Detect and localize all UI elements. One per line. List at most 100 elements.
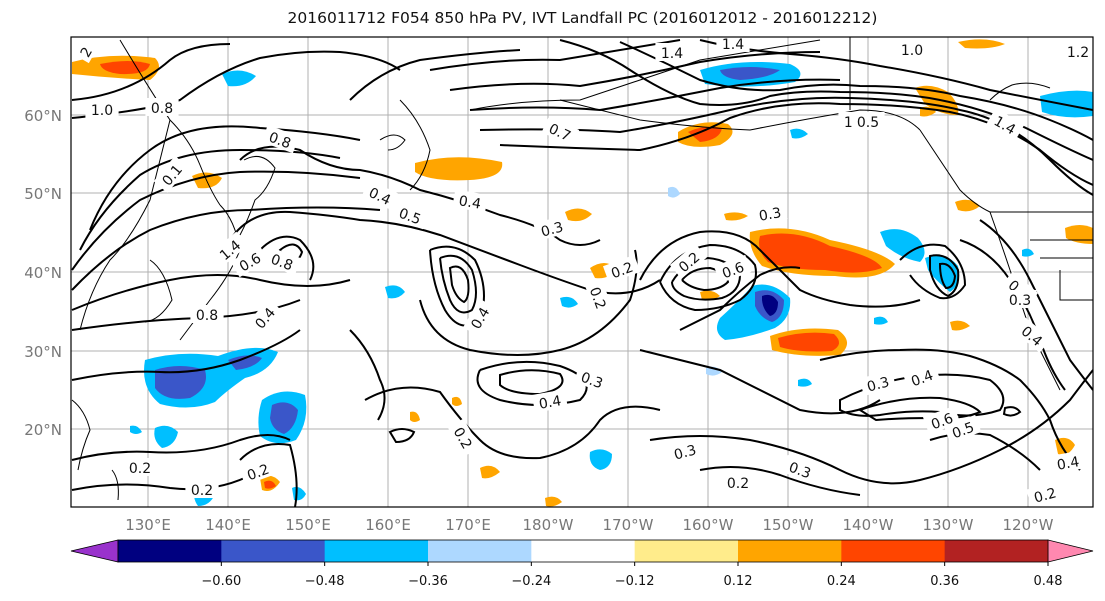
colorbar-tick-label: −0.24 (511, 574, 551, 589)
lon-label: 140°W (843, 516, 894, 534)
contour-label: 0.6 (713, 254, 752, 284)
svg-text:1.4: 1.4 (661, 46, 683, 62)
contour-label: 0.5 (391, 200, 430, 230)
colorbar-tick-label: 0.12 (724, 574, 753, 589)
lon-label: 130°E (125, 516, 171, 534)
contour-label: 0.2 (238, 456, 277, 486)
colorbar-segment (221, 540, 326, 562)
svg-text:0.2: 0.2 (1032, 485, 1058, 506)
colorbar: −0.60 −0.48 −0.36 −0.24 −0.12 0.12 0.24 0.36 0.4… (70, 539, 1094, 589)
svg-text:0.3: 0.3 (1009, 293, 1031, 309)
contour-label: 0.4 (452, 189, 489, 213)
contour-label: 1.2 (1061, 42, 1093, 61)
svg-text:0.2: 0.2 (609, 260, 635, 283)
svg-text:0.4: 0.4 (1056, 454, 1081, 474)
pv-contours (71, 39, 1093, 507)
contour-label: 1.4 (655, 43, 689, 62)
contour-label: 2 (73, 39, 98, 64)
colorbar-segment (634, 540, 739, 562)
contour-label: 0.4 (1049, 450, 1086, 474)
svg-text:1.0: 1.0 (91, 103, 113, 119)
contour-label: 1.0 (85, 100, 119, 119)
map-frame (70, 36, 1094, 508)
lon-label: 130°W (923, 516, 974, 534)
contour-label: 0.2 (123, 458, 157, 477)
lon-label: 120°W (1003, 516, 1054, 534)
latitude-labels: 60°N 50°N 40°N 30°N 20°N (24, 107, 62, 439)
svg-text:0.8: 0.8 (151, 101, 173, 117)
contour-label: 0.2 (1026, 481, 1064, 507)
svg-text:0.8: 0.8 (196, 308, 218, 324)
colorbar-tick-label: 0.48 (1034, 574, 1063, 589)
contour-label: 0.3 (533, 215, 571, 242)
contour-label: 0.4 (531, 389, 568, 413)
svg-text:0.5: 0.5 (857, 115, 879, 131)
lat-label: 60°N (24, 107, 62, 125)
contour-label: 0.2 (584, 278, 614, 317)
svg-text:1.4: 1.4 (722, 37, 744, 53)
svg-text:0.3: 0.3 (758, 205, 783, 225)
lon-label: 180°W (523, 516, 574, 534)
svg-text:0.2: 0.2 (586, 285, 609, 311)
contour-label: 0.2 (602, 254, 641, 284)
colorbar-segment (531, 540, 636, 562)
contour-label: 0.4 (902, 362, 941, 392)
colorbar-extend-min (70, 539, 119, 563)
contour-label: 0.8 (261, 124, 300, 154)
svg-text:0.8: 0.8 (266, 130, 292, 153)
svg-text:0.2: 0.2 (727, 476, 749, 492)
svg-text:0.8: 0.8 (268, 252, 294, 275)
contour-label: 0.5 (851, 112, 885, 131)
lon-label: 160°E (365, 516, 411, 534)
lat-label: 20°N (24, 421, 62, 439)
svg-text:0.3: 0.3 (865, 374, 891, 395)
svg-text:0.2: 0.2 (129, 461, 151, 477)
svg-text:0.6: 0.6 (720, 260, 746, 283)
svg-text:0.4: 0.4 (538, 393, 563, 413)
colorbar-segment (841, 540, 946, 562)
svg-text:0.3: 0.3 (786, 460, 812, 483)
contour-label: 0.3 (666, 438, 704, 465)
lon-label: 140°E (205, 516, 251, 534)
colorbar-segment (428, 540, 532, 562)
longitude-labels: 130°E 140°E 150°E 160°E 170°E 180°W 170°W 160°W… (125, 516, 1053, 534)
svg-text:0.2: 0.2 (245, 462, 271, 485)
contour-labels: 21.0 0.80.81.41.41.41.0 1.20.10.40.50.40.7… (73, 37, 1093, 507)
negative-shading (130, 62, 1093, 506)
contour-label: 0.3 (1003, 290, 1037, 309)
contour-label: 0.3 (573, 364, 612, 394)
lat-label: 50°N (24, 185, 62, 203)
colorbar-tick-label: 0.24 (827, 574, 856, 589)
chart-title: 2016011712 F054 850 hPa PV, IVT Landfall… (287, 9, 878, 27)
colorbar-segment (738, 540, 842, 562)
contour-label: 1.0 (895, 40, 929, 59)
svg-text:0.5: 0.5 (396, 206, 422, 229)
contour-label: 0.5 (943, 414, 982, 444)
contour-label: 0.8 (190, 305, 224, 324)
contour-label: 0.3 (781, 454, 820, 484)
colorbar-extend-max (1047, 539, 1094, 563)
contour-label: 0.2 (185, 480, 219, 499)
colorbar-tick-label: −0.48 (305, 574, 345, 589)
svg-text:1.2: 1.2 (1067, 45, 1089, 61)
colorbar-segment (324, 540, 429, 562)
colorbar-tick-label: −0.60 (201, 574, 241, 589)
colorbar-tick-label: 0.36 (930, 574, 959, 589)
svg-text:0.4: 0.4 (909, 368, 935, 391)
lat-label: 30°N (24, 343, 62, 361)
lon-label: 170°E (445, 516, 491, 534)
contour-label: 0.8 (145, 98, 179, 117)
colorbar-segment (118, 540, 222, 562)
colorbar-tick-label: −0.36 (408, 574, 448, 589)
lat-label: 40°N (24, 264, 62, 282)
lon-label: 150°E (285, 516, 331, 534)
lon-label: 150°W (763, 516, 814, 534)
svg-text:0.2: 0.2 (191, 483, 213, 499)
svg-text:0.3: 0.3 (578, 370, 604, 393)
contour-label: 0.3 (751, 201, 788, 225)
positive-shading (72, 39, 1093, 507)
contour-label: 0.8 (263, 246, 302, 276)
contour-label: 1.4 (716, 37, 750, 53)
svg-text:0.5: 0.5 (950, 420, 976, 443)
